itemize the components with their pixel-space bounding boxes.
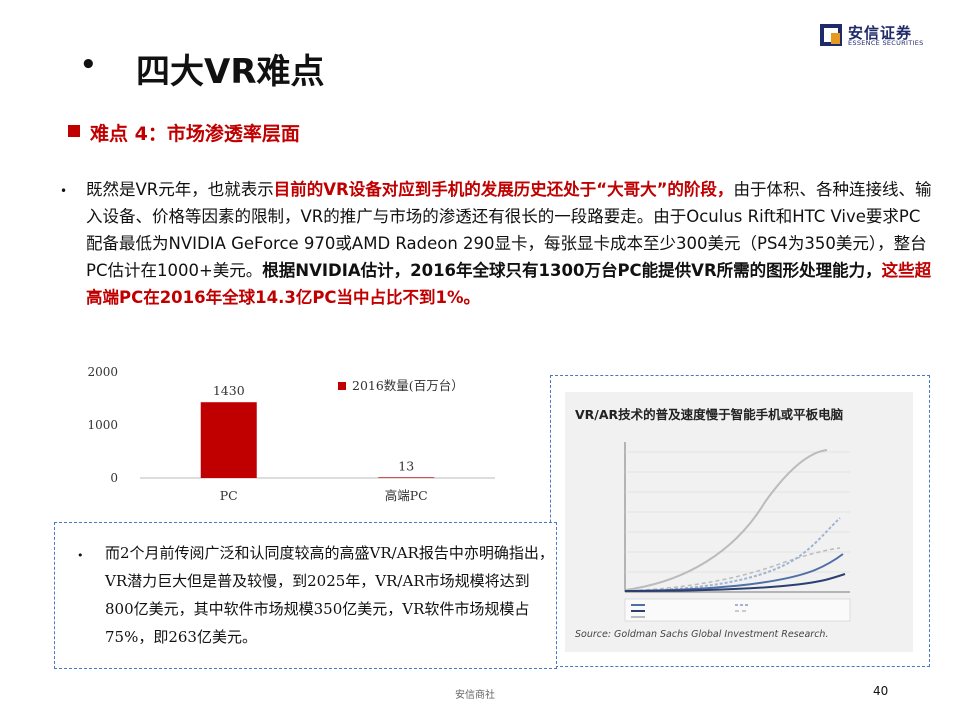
chart-image-panel: VR/AR技术的普及速度慢于智能手机或平板电脑 Source: Goldman … (550, 375, 930, 667)
quote-box: • 而2个月前传阅广泛和认同度较高的高盛VR/AR报告中亦明确指出，VR潜力巨大… (54, 522, 557, 669)
bar-data-label: 13 (398, 458, 414, 473)
x-category-label: 高端PC (385, 488, 428, 503)
bar-chart-svg: 0 1000 2000 1430 PC 13 高端PC 2016数量(百万台） (87, 365, 495, 503)
paragraph-highlight-1: 目前的VR设备对应到手机的发展历史还处于“大哥大”的阶段， (273, 180, 734, 199)
image-source: Source: Goldman Sachs Global Investment … (575, 629, 829, 640)
bar-chart: 0 1000 2000 1430 PC 13 高端PC 2016数量(百万台） (60, 358, 560, 518)
title-bullet: • (80, 50, 97, 80)
bar (200, 402, 257, 478)
logo-text-en: ESSENCE SECURITIES (848, 39, 924, 47)
page-title: 四大VR难点 (136, 52, 325, 92)
x-category-label: PC (220, 488, 238, 503)
paragraph-text-2: 由于体积、各种连接线、输入设备、价格等因素的限制，VR的推广与市场的渗透还有很长… (86, 180, 932, 280)
chart-image (565, 392, 913, 652)
legend-swatch (338, 382, 346, 390)
section-heading: 难点 4：市场渗透率层面 (90, 123, 300, 145)
paragraph-bullet: • (60, 184, 68, 198)
logo-mark-icon (820, 24, 842, 46)
paragraph-bold: 根据NVIDIA估计，2016年全球只有1300万台PC能提供VR所需的图形处理… (262, 261, 882, 280)
section-square-icon (68, 125, 80, 137)
quote-bullet: • (77, 549, 84, 562)
image-title: VR/AR技术的普及速度慢于智能手机或平板电脑 (575, 407, 844, 422)
page-number: 40 (873, 684, 889, 698)
main-paragraph: 既然是VR元年，也就表示目前的VR设备对应到手机的发展历史还处于“大哥大”的阶段… (86, 176, 936, 311)
quote-text: 而2个月前传阅广泛和认同度较高的高盛VR/AR报告中亦明确指出，VR潜力巨大但是… (105, 544, 554, 646)
y-tick-label: 2000 (87, 365, 118, 379)
bar (378, 477, 435, 478)
paragraph-text-1: 既然是VR元年，也就表示 (86, 180, 274, 199)
company-logo: 安信证券 ESSENCE SECURITIES (820, 22, 940, 48)
logo-text-cn: 安信证券 (848, 24, 913, 42)
y-tick-label: 0 (110, 471, 118, 485)
line-chart-image-icon (565, 392, 913, 652)
bar-data-label: 1430 (213, 383, 245, 398)
y-tick-label: 1000 (87, 418, 118, 432)
footer-text: 安信商社 (455, 690, 495, 701)
paragraph-highlight-2: 这些超高端PC在2016年全球14.3亿PC当中占比不到1%。 (86, 261, 932, 307)
legend-label: 2016数量(百万台） (352, 378, 464, 393)
